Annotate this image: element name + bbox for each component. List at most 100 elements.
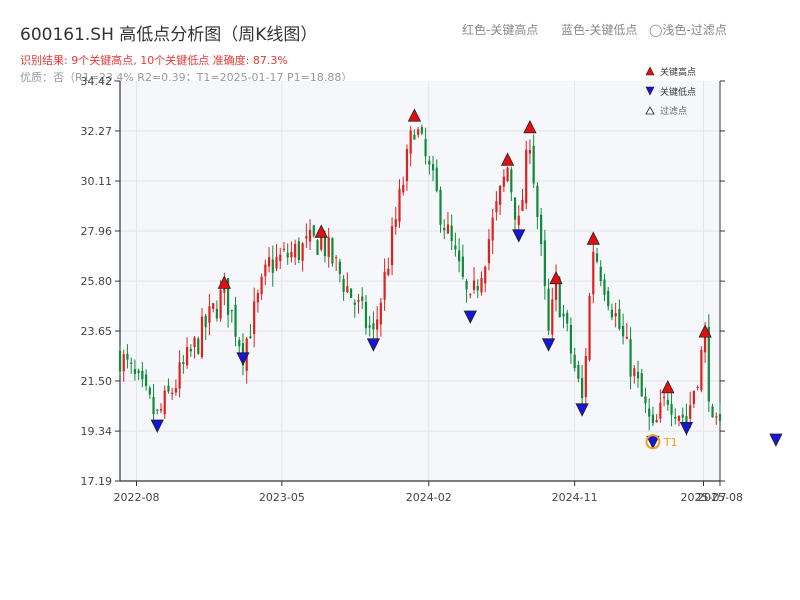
candle-body (431, 164, 435, 171)
candle-body (327, 237, 330, 257)
candle (513, 197, 517, 232)
candle (655, 414, 658, 423)
candle-body (241, 343, 245, 366)
candle-body (279, 254, 282, 262)
candle-body (532, 145, 535, 184)
candle-body (133, 369, 137, 375)
candle-body (256, 293, 259, 303)
key-low-marker (150, 419, 164, 433)
candle (562, 304, 565, 329)
candle-body (540, 214, 543, 245)
candle (573, 347, 576, 372)
candle (376, 306, 379, 344)
candle-body (253, 301, 256, 335)
candle-body (491, 217, 494, 241)
candle-body (267, 257, 271, 267)
candle (458, 238, 461, 273)
candle-body (484, 266, 487, 284)
candle (577, 360, 580, 383)
candle (443, 219, 446, 240)
result-text: 识别结果: 9个关键高点, 10个关键低点 准确度: 87.3% (20, 54, 288, 67)
candle (327, 227, 330, 268)
candle-body (450, 225, 453, 241)
candle (670, 393, 673, 427)
candle-body (335, 257, 338, 259)
candle-body (200, 316, 204, 358)
candle (212, 303, 215, 313)
candle (618, 299, 621, 331)
legend-high-icon (645, 66, 655, 76)
candle (607, 287, 610, 311)
candle-body (226, 278, 230, 315)
y-tick-label: 32.27 (81, 125, 113, 138)
legend-high-label: 关键高点 (660, 66, 696, 78)
candle (424, 127, 427, 165)
candle (454, 232, 457, 257)
candle-body (439, 189, 442, 225)
candle-body (569, 324, 573, 354)
candle (189, 344, 192, 357)
candle (674, 408, 677, 425)
candle-body (204, 315, 207, 328)
candle (223, 272, 226, 306)
candle (159, 403, 163, 414)
candle-body (331, 238, 334, 264)
candle-body (554, 275, 558, 300)
candle-body (301, 243, 304, 261)
candle (294, 239, 297, 265)
candle-body (167, 385, 170, 392)
candle (178, 350, 181, 398)
candle-body (118, 350, 122, 372)
candle-body (551, 299, 554, 335)
candle (532, 134, 535, 188)
candle (603, 273, 606, 302)
candle-body (607, 290, 610, 307)
candle-body (290, 251, 293, 258)
key-high-marker (586, 231, 600, 245)
candle-body (685, 416, 688, 423)
candle-body (476, 285, 479, 291)
candle (428, 155, 431, 175)
candle (141, 361, 144, 388)
candle-body (625, 336, 628, 339)
candle-body (487, 239, 491, 264)
candle-body (249, 336, 252, 339)
candle-body (659, 402, 662, 419)
candle (156, 408, 159, 415)
candle (130, 357, 133, 374)
candle-body (465, 280, 468, 290)
candle (625, 323, 628, 340)
candle-body (305, 236, 308, 239)
candle (174, 379, 178, 396)
key-low-marker (366, 338, 381, 352)
candle (446, 211, 450, 235)
candle-body (130, 362, 133, 364)
candle-body (700, 349, 703, 391)
candle-body (636, 371, 640, 379)
x-tick-label: 2024-02 (406, 491, 452, 504)
candle-body (390, 226, 394, 266)
candle (361, 287, 364, 309)
candle (584, 347, 587, 406)
candle-body (681, 414, 684, 418)
candle-body (215, 308, 218, 319)
candle (349, 288, 353, 298)
candle-body (622, 326, 625, 337)
candle (610, 303, 614, 321)
candle (484, 265, 487, 293)
candle-body (502, 176, 505, 187)
y-tick-label: 17.19 (81, 475, 113, 488)
candle (122, 349, 125, 382)
candle (554, 264, 558, 312)
candle-body (349, 288, 353, 298)
candle (543, 229, 546, 300)
candle (238, 337, 241, 355)
candle-body (275, 256, 278, 269)
candle (264, 259, 267, 285)
candle-body (409, 130, 412, 154)
candle-body (316, 240, 319, 255)
candle-body (189, 348, 192, 352)
candle-body (368, 325, 371, 328)
candle (260, 273, 263, 300)
candle-body (182, 362, 185, 365)
